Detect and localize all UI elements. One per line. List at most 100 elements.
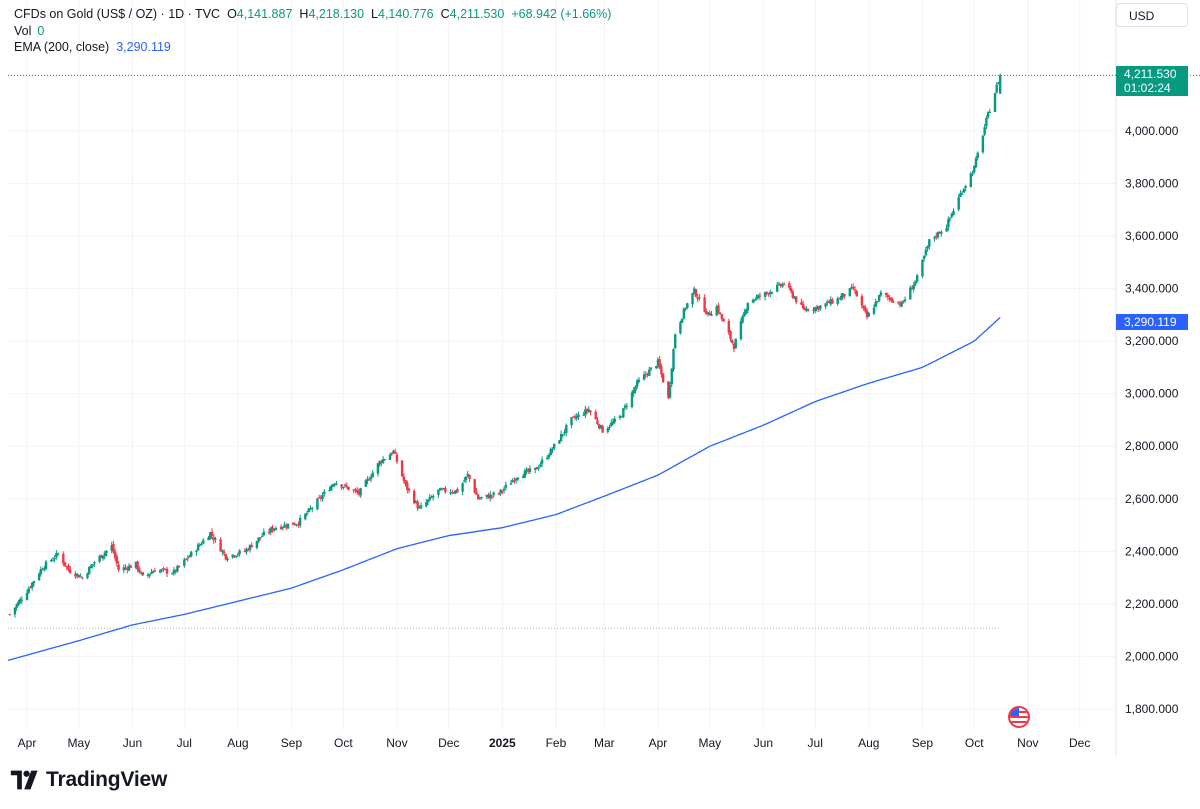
candle	[814, 306, 817, 314]
candle	[279, 524, 283, 530]
candle-body	[347, 486, 350, 490]
candle-body	[577, 414, 580, 418]
currency-button[interactable]: USD	[1116, 3, 1188, 27]
candle-body	[317, 497, 321, 499]
candle	[948, 217, 952, 222]
candle	[862, 305, 865, 311]
candle-body	[682, 308, 686, 319]
candle-body	[684, 308, 687, 310]
candle	[126, 566, 129, 574]
candle	[928, 238, 931, 250]
candle	[691, 292, 694, 308]
candle-body	[44, 561, 48, 569]
candle	[827, 300, 831, 304]
candle-body	[345, 485, 348, 487]
candle-body	[838, 298, 841, 300]
candle-body	[243, 551, 247, 553]
candle	[826, 299, 829, 306]
candle	[50, 558, 53, 563]
tradingview-logo[interactable]: TradingView	[10, 768, 167, 792]
candle-body	[705, 310, 708, 315]
candle-body	[879, 292, 883, 296]
candle	[715, 304, 718, 317]
candle	[969, 171, 973, 188]
candle	[570, 417, 573, 429]
candle-body	[584, 409, 587, 416]
candles[interactable]	[8, 73, 1002, 618]
candle	[936, 231, 940, 240]
candle	[703, 294, 706, 313]
candle-body	[947, 219, 950, 228]
candle-body	[648, 369, 651, 376]
candle-body	[454, 490, 457, 494]
candle-body	[63, 562, 67, 566]
candle	[995, 82, 998, 94]
candle-body	[767, 293, 770, 295]
candle-body	[150, 572, 153, 574]
price-axis[interactable]: 1,800.000 2,000.000 2,200.000 2,400.000 2,60…	[1125, 124, 1179, 716]
candle-body	[565, 425, 568, 433]
candle-body	[826, 301, 829, 304]
candle	[667, 381, 670, 399]
time-axis[interactable]: Apr May Jun Jul Aug Sep Oct Nov Dec 2025 Feb Mar Apr…	[18, 736, 1091, 750]
candle	[172, 567, 176, 576]
candle	[670, 367, 673, 387]
candle-body	[998, 75, 1002, 94]
candle-body	[540, 459, 544, 464]
candle-body	[43, 568, 46, 570]
candle	[957, 194, 960, 212]
candle	[44, 559, 48, 571]
candle-body	[343, 484, 347, 486]
candle-body	[789, 288, 793, 292]
candle-body	[649, 367, 653, 369]
candle-body	[115, 556, 119, 564]
candle	[259, 537, 262, 541]
candle	[463, 477, 466, 483]
candle	[788, 281, 791, 290]
candle-body	[207, 537, 210, 541]
candle	[319, 494, 323, 502]
volume-row[interactable]: Vol 0	[14, 23, 611, 40]
candle	[267, 528, 271, 535]
candle	[183, 557, 186, 568]
candle	[672, 348, 675, 372]
candle-body	[974, 158, 978, 168]
candle	[347, 486, 350, 491]
candle-body	[160, 569, 164, 571]
candle	[32, 580, 36, 587]
candle-body	[986, 112, 990, 118]
candle-body	[672, 349, 675, 370]
symbol-label[interactable]: CFDs on Gold (US$ / OZ) · 1D · TVC	[14, 7, 221, 21]
candle	[490, 495, 494, 500]
candle-body	[238, 550, 241, 554]
candle-body	[330, 485, 333, 491]
candle-body	[200, 543, 203, 545]
candle	[77, 574, 81, 578]
candle-body	[110, 545, 113, 551]
candle-body	[165, 568, 169, 574]
candle	[209, 531, 212, 540]
ema-row[interactable]: EMA (200, close) 3,290.119	[14, 39, 611, 56]
us-flag-icon[interactable]	[1008, 706, 1030, 728]
candle-body	[406, 482, 409, 490]
candle	[437, 489, 440, 498]
candle-body	[686, 303, 689, 309]
candle	[606, 426, 610, 434]
candle	[371, 470, 374, 478]
candle	[649, 367, 653, 372]
candle-body	[819, 305, 822, 309]
candle-body	[27, 588, 30, 593]
candle-body	[233, 555, 236, 557]
candle	[890, 296, 893, 303]
candle-body	[219, 539, 222, 552]
candle	[359, 487, 362, 498]
candle	[686, 302, 689, 310]
candle	[812, 306, 815, 314]
candle	[88, 566, 91, 575]
candle	[492, 491, 495, 498]
candle-body	[670, 368, 673, 385]
candle-body	[680, 318, 684, 323]
candle-body	[997, 82, 1000, 85]
candle-body	[765, 292, 769, 294]
